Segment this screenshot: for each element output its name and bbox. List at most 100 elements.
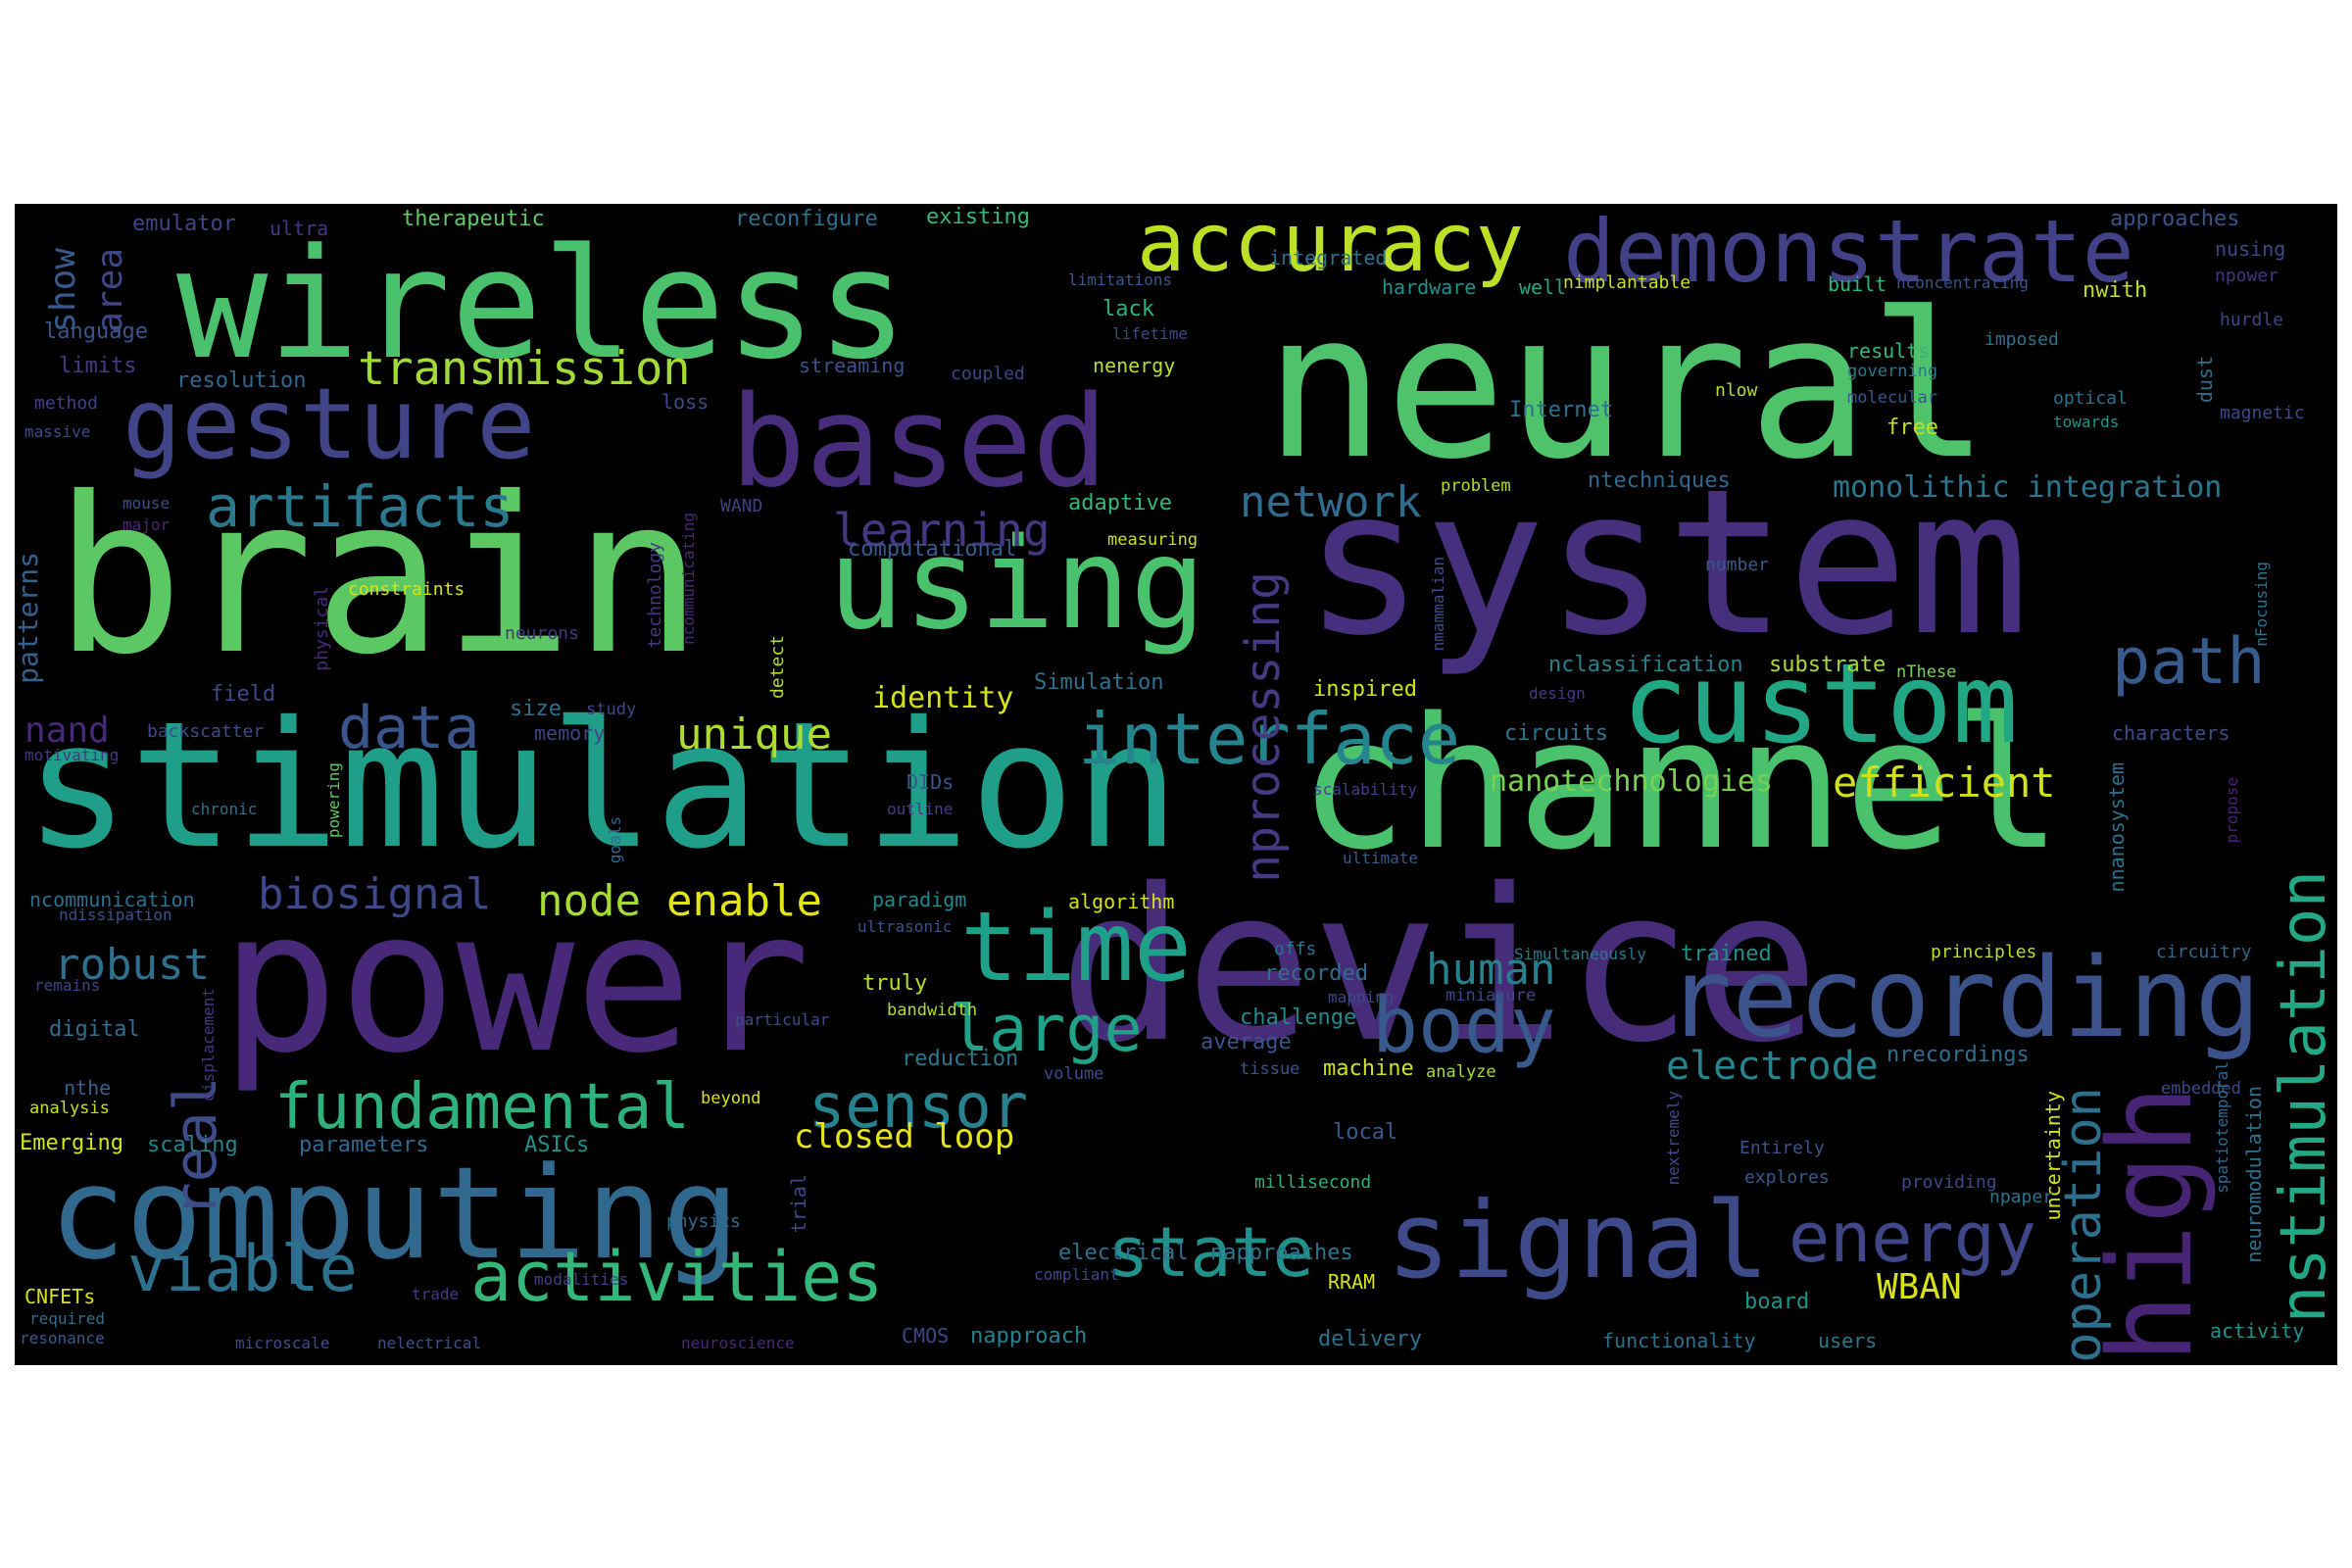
word-number: number: [1705, 555, 1770, 575]
word-path: path: [2112, 625, 2266, 699]
word-efficient: efficient: [1833, 759, 2056, 807]
word-trained: trained: [1681, 942, 1772, 966]
word-required: required: [29, 1309, 106, 1328]
word-system: system: [1303, 447, 2030, 680]
word-major: major: [122, 515, 171, 534]
word-integrated: integrated: [1269, 246, 1388, 270]
word-unique: unique: [676, 710, 832, 760]
word-nusing: nusing: [2215, 237, 2286, 261]
word-large: large: [951, 993, 1143, 1066]
word-reduction: reduction: [902, 1047, 1019, 1071]
word-average: average: [1200, 1030, 1292, 1054]
word-size: size: [510, 697, 562, 721]
word-technology: technology: [645, 542, 665, 649]
word-nwith: nwith: [2082, 278, 2148, 303]
word-power: power: [220, 868, 811, 1097]
word-scalability: scalability: [1313, 780, 1417, 799]
word-monolithic-integration: monolithic integration: [1833, 470, 2223, 505]
word-limits: limits: [59, 354, 137, 378]
word-scaling: scaling: [147, 1133, 238, 1157]
word-method: method: [34, 393, 99, 414]
word-accuracy: accuracy: [1137, 197, 1524, 290]
word-explores: explores: [1744, 1167, 1830, 1188]
word-biosignal: biosignal: [258, 869, 492, 919]
word-custom: custom: [1622, 641, 2019, 768]
word-ultrasonic: ultrasonic: [858, 917, 953, 936]
word-therapeutic: therapeutic: [402, 207, 545, 231]
word-displacement: displacement: [199, 988, 218, 1102]
word-activities: activities: [470, 1237, 884, 1317]
word-wand: WAND: [720, 496, 763, 516]
word-board: board: [1744, 1290, 1810, 1314]
word-inspired: inspired: [1313, 677, 1417, 702]
word-trial: trial: [787, 1174, 810, 1234]
word-offs: offs: [1274, 939, 1317, 959]
word-enable: enable: [666, 876, 822, 926]
word-limitations: limitations: [1068, 270, 1172, 289]
word-circuits: circuits: [1504, 721, 1608, 746]
word-measuring: measuring: [1107, 530, 1199, 550]
word-digital: digital: [49, 1017, 140, 1042]
word-algorithm: algorithm: [1068, 890, 1175, 913]
word-human: human: [1426, 945, 1556, 995]
word-wban: WBAN: [1877, 1267, 1962, 1307]
word-recording: recording: [1666, 935, 2261, 1062]
word-loss: loss: [662, 390, 710, 414]
word-nprocessing: nprocessing: [1236, 571, 1291, 883]
word-miniature: miniature: [1446, 986, 1537, 1005]
word-imposed: imposed: [1984, 329, 2059, 350]
word-volume: volume: [1044, 1064, 1104, 1084]
word-channel: channel: [1298, 678, 2063, 890]
word-nimplantable: nimplantable: [1563, 272, 1691, 293]
word-ultra: ultra: [270, 217, 329, 240]
word-nnanosystem: nnanosystem: [2105, 762, 2129, 893]
word-node: node: [537, 876, 641, 926]
word-trade: trade: [412, 1285, 460, 1303]
word-activity: activity: [2210, 1319, 2305, 1343]
word-coupled: coupled: [951, 364, 1025, 384]
word-principles: principles: [1931, 942, 2037, 962]
word-language: language: [44, 319, 148, 344]
word-embedded: embedded: [2161, 1079, 2241, 1099]
word-device: device: [1058, 843, 1820, 1089]
word-constraints: constraints: [348, 579, 466, 600]
word-robust: robust: [54, 940, 210, 990]
word-outline: outline: [887, 800, 954, 818]
word-napproaches: napproaches: [1210, 1241, 1353, 1265]
word-electrical: electrical: [1058, 1241, 1189, 1265]
word-gesture: gesture: [122, 367, 536, 481]
word-compliant: compliant: [1034, 1265, 1119, 1284]
word-nthe: nthe: [64, 1076, 112, 1100]
word-hardware: hardware: [1382, 275, 1477, 299]
word-propose: propose: [2223, 777, 2241, 844]
word-particular: particular: [735, 1010, 830, 1029]
word-emulator: emulator: [132, 212, 236, 236]
word-microscale: microscale: [235, 1334, 330, 1352]
word-challenge: challenge: [1240, 1005, 1357, 1030]
word-bandwidth: bandwidth: [887, 1001, 978, 1020]
word-dids: DIDs: [906, 770, 955, 794]
word-internet: Internet: [1509, 398, 1613, 422]
word-body: body: [1372, 982, 1556, 1070]
word-tissue: tissue: [1240, 1059, 1300, 1079]
word-governing: governing: [1847, 362, 1938, 381]
word-towards: towards: [2053, 413, 2120, 431]
word-artifacts: artifacts: [206, 473, 514, 540]
word-learning: learning: [833, 504, 1051, 557]
word-closed-loop: closed loop: [794, 1117, 1015, 1156]
word-lifetime: lifetime: [1112, 324, 1189, 343]
word-free: free: [1886, 416, 1938, 440]
word-well: well: [1519, 275, 1567, 299]
word-nand: nand: [24, 710, 110, 751]
word-electrode: electrode: [1666, 1044, 1879, 1089]
word-using: using: [828, 512, 1206, 658]
word-goals: goals: [606, 816, 624, 864]
word-patterns: patterns: [12, 552, 44, 684]
word-magnetic: magnetic: [2220, 403, 2305, 423]
word-lack: lack: [1102, 297, 1154, 321]
word-streaming: streaming: [799, 354, 906, 377]
word-npower: npower: [2215, 266, 2279, 286]
word-nclassification: nclassification: [1548, 653, 1743, 677]
word-beyond: beyond: [701, 1089, 761, 1108]
word-millisecond: millisecond: [1254, 1172, 1372, 1193]
